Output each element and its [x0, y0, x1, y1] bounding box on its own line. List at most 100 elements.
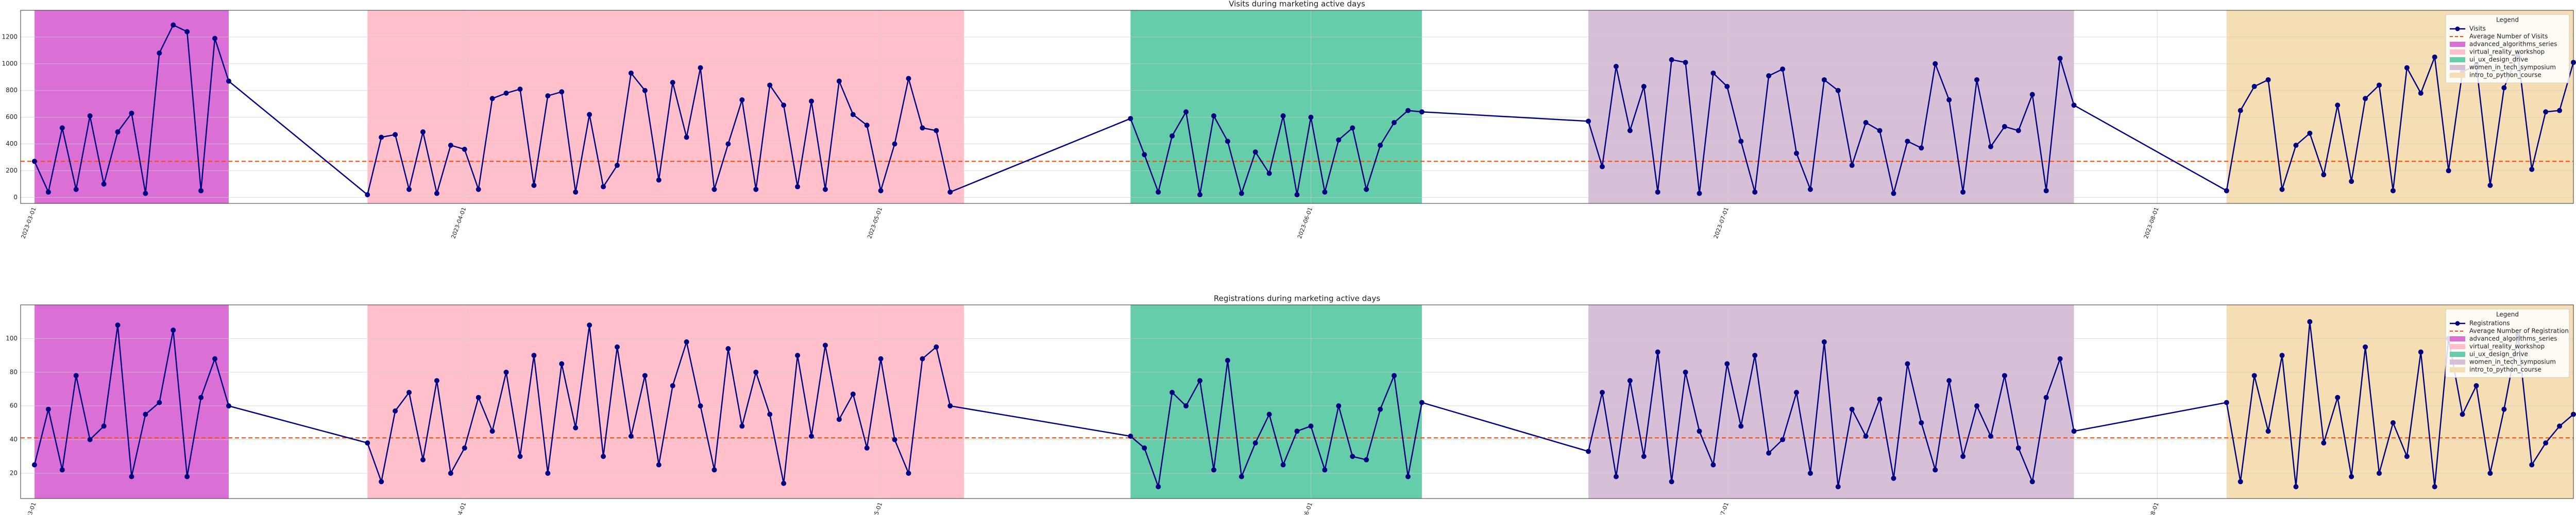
y-tick-label: 400: [6, 140, 18, 147]
data-point: [1252, 440, 1258, 446]
data-point: [1322, 189, 1328, 195]
data-point: [614, 163, 620, 168]
data-point: [934, 344, 939, 350]
data-point: [198, 394, 204, 400]
data-point: [129, 474, 134, 479]
data-point: [864, 445, 870, 451]
data-point: [2432, 54, 2437, 60]
data-point: [2363, 344, 2368, 350]
y-tick-label: 1200: [2, 33, 18, 40]
data-point: [1641, 83, 1647, 89]
legend-label: Average Number of Registration: [2469, 328, 2569, 335]
legend-swatch: [2450, 344, 2465, 349]
data-point: [2224, 400, 2229, 405]
data-point: [850, 391, 856, 397]
data-point: [1211, 467, 1216, 473]
data-point: [573, 425, 579, 431]
data-point: [1294, 192, 1300, 198]
campaign-region: [367, 305, 964, 499]
data-point: [1252, 149, 1258, 155]
y-tick-label: 0: [13, 194, 18, 201]
data-point: [1308, 423, 1314, 429]
data-point: [2071, 428, 2077, 434]
data-point: [1655, 349, 1660, 355]
data-point: [2307, 130, 2313, 136]
legend-title: Legend: [2496, 311, 2519, 318]
legend-label: virtual_reality_workshop: [2469, 48, 2545, 56]
data-point: [184, 29, 190, 35]
data-point: [781, 480, 787, 486]
data-point: [1807, 470, 1813, 476]
chart-title: Registrations during marketing active da…: [1214, 294, 1380, 303]
data-point: [684, 134, 689, 140]
data-point: [1405, 108, 1411, 113]
legend-label: ui_ux_design_drive: [2469, 351, 2528, 358]
data-point: [1669, 479, 1674, 485]
data-point: [2321, 440, 2327, 446]
data-point: [642, 88, 648, 93]
data-point: [2293, 143, 2299, 148]
data-point: [864, 123, 870, 128]
data-point: [698, 65, 703, 71]
data-point: [1419, 400, 1425, 405]
data-point: [379, 479, 384, 485]
data-point: [2015, 445, 2021, 451]
data-point: [2418, 349, 2424, 355]
data-point: [1599, 390, 1605, 396]
data-point: [59, 467, 65, 473]
data-point: [1752, 189, 1758, 195]
data-point: [1766, 450, 1772, 456]
data-point: [1724, 83, 1730, 89]
y-tick-label: 1000: [2, 60, 18, 67]
data-point: [1849, 163, 1855, 168]
data-point: [1988, 144, 1993, 149]
data-point: [476, 186, 481, 192]
data-point: [1364, 186, 1369, 192]
data-point: [171, 328, 176, 333]
data-point: [934, 128, 939, 133]
data-point: [2251, 373, 2257, 379]
legend-label: Visits: [2469, 25, 2486, 32]
data-point: [1905, 139, 1910, 144]
data-point: [947, 189, 953, 195]
data-point: [1780, 66, 1786, 72]
data-point: [212, 356, 218, 362]
data-point: [2251, 83, 2257, 89]
data-point: [628, 70, 634, 76]
data-point: [1586, 449, 1591, 454]
data-point: [906, 76, 911, 81]
data-point: [642, 373, 648, 379]
data-point: [1683, 60, 1688, 65]
legend-label: ui_ux_design_drive: [2469, 56, 2528, 63]
data-point: [1183, 403, 1189, 409]
data-line: [33, 321, 2574, 487]
data-point: [1322, 467, 1328, 473]
campaign-region: [1588, 10, 2074, 203]
x-tick-label: 2023-03-01: [20, 207, 37, 240]
data-point: [517, 454, 523, 459]
legend-label: women_in_tech_symposium: [2469, 358, 2556, 366]
data-point: [129, 110, 134, 116]
y-tick-label: 100: [6, 335, 18, 342]
campaign-region: [1130, 10, 1422, 203]
data-point: [2349, 474, 2354, 479]
data-point: [2543, 440, 2549, 446]
campaign-region: [1588, 305, 2074, 499]
data-point: [2002, 373, 2007, 379]
data-point: [2002, 124, 2007, 129]
data-point: [434, 191, 439, 196]
data-point: [1960, 189, 1966, 195]
data-point: [1419, 109, 1425, 115]
legend-box: [2445, 14, 2570, 83]
data-point: [31, 159, 37, 164]
data-point: [184, 474, 190, 479]
campaign-region: [367, 10, 964, 203]
data-point: [2529, 166, 2535, 172]
data-point: [87, 437, 93, 442]
data-point: [601, 454, 606, 459]
data-point: [1766, 73, 1772, 79]
data-point: [2321, 172, 2327, 178]
data-point: [628, 434, 634, 439]
data-point: [1793, 390, 1799, 396]
data-point: [1946, 378, 1952, 384]
